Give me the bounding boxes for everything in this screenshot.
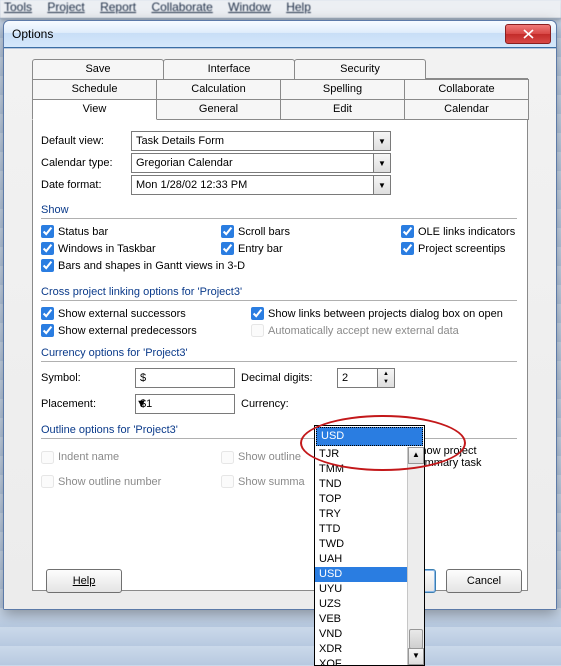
- window-title: Options: [12, 27, 53, 41]
- default-view-label: Default view:: [41, 135, 131, 147]
- tab-view[interactable]: View: [32, 99, 157, 120]
- menu-help[interactable]: Help: [286, 0, 311, 14]
- chk-screentips[interactable]: Project screentips: [401, 242, 517, 255]
- menu-report[interactable]: Report: [100, 0, 136, 14]
- tab-save[interactable]: Save: [32, 59, 164, 79]
- show-header: Show: [41, 204, 517, 216]
- scroll-up-icon[interactable]: ▲: [408, 447, 424, 464]
- chk-auto-accept: Automatically accept new external data: [251, 324, 517, 337]
- chevron-down-icon[interactable]: ▼: [373, 154, 390, 172]
- chk-ext-successors[interactable]: Show external successors: [41, 307, 251, 320]
- menu-collaborate[interactable]: Collaborate: [151, 0, 212, 14]
- chk-indent-name: Indent name: [41, 445, 221, 469]
- chk-status-bar[interactable]: Status bar: [41, 225, 221, 238]
- scroll-down-icon[interactable]: ▼: [408, 648, 424, 665]
- titlebar: Options: [4, 21, 556, 48]
- tab-collaborate[interactable]: Collaborate: [404, 79, 529, 99]
- chk-scroll-bars[interactable]: Scroll bars: [221, 225, 401, 238]
- client-area: Save Interface Security Schedule Calcula…: [4, 48, 556, 609]
- tab-spelling[interactable]: Spelling: [280, 79, 405, 99]
- chk-links-dialog[interactable]: Show links between projects dialog box o…: [251, 307, 517, 320]
- chevron-down-icon[interactable]: ▼: [373, 132, 390, 150]
- tab-calculation[interactable]: Calculation: [156, 79, 281, 99]
- chk-windows-taskbar[interactable]: Windows in Taskbar: [41, 242, 221, 255]
- chk-entry-bar[interactable]: Entry bar: [221, 242, 401, 255]
- tab-content: Default view: Task Details Form ▼ Calend…: [32, 120, 528, 591]
- calendar-type-combo[interactable]: Gregorian Calendar ▼: [131, 153, 391, 173]
- chk-gantt-3d[interactable]: Bars and shapes in Gantt views in 3-D: [41, 259, 517, 272]
- options-dialog: Options Save Interface Security Schedule…: [3, 20, 557, 610]
- outline-header: Outline options for 'Project3': [41, 424, 517, 436]
- chk-outline-number: Show outline number: [41, 475, 221, 488]
- placement-combo[interactable]: $1▼: [135, 394, 235, 414]
- placement-label: Placement:: [41, 398, 129, 410]
- currency-header: Currency options for 'Project3': [41, 347, 517, 359]
- currency-dropdown[interactable]: USD TJR TMM TND TOP TRY TTD TWD UAH USD …: [314, 425, 425, 666]
- symbol-label: Symbol:: [41, 372, 129, 384]
- chevron-down-icon[interactable]: ▼: [136, 398, 147, 410]
- spinner-buttons[interactable]: ▲▼: [377, 369, 394, 387]
- close-button[interactable]: [505, 24, 551, 44]
- digits-spinner[interactable]: 2▲▼: [337, 368, 395, 388]
- currency-selected[interactable]: USD: [316, 427, 423, 446]
- currency-list[interactable]: TJR TMM TND TOP TRY TTD TWD UAH USD UYU …: [315, 447, 424, 665]
- chk-ext-predecessors[interactable]: Show external predecessors: [41, 324, 251, 337]
- digits-label: Decimal digits:: [241, 372, 331, 384]
- date-format-label: Date format:: [41, 179, 131, 191]
- help-button[interactable]: Help: [46, 569, 122, 593]
- tab-edit[interactable]: Edit: [280, 99, 405, 120]
- chevron-down-icon[interactable]: ▼: [373, 176, 390, 194]
- tab-security[interactable]: Security: [294, 59, 426, 79]
- dropdown-scrollbar[interactable]: ▲ ▼: [407, 447, 424, 665]
- tab-interface[interactable]: Interface: [163, 59, 295, 79]
- menu-project[interactable]: Project: [47, 0, 84, 14]
- currency-label: Currency:: [241, 398, 331, 410]
- cross-header: Cross project linking options for 'Proje…: [41, 286, 517, 298]
- menu-window[interactable]: Window: [228, 0, 271, 14]
- date-format-combo[interactable]: Mon 1/28/02 12:33 PM ▼: [131, 175, 391, 195]
- menu-tools[interactable]: Tools: [4, 0, 32, 14]
- tab-calendar[interactable]: Calendar: [404, 99, 529, 120]
- default-view-combo[interactable]: Task Details Form ▼: [131, 131, 391, 151]
- symbol-input[interactable]: $: [135, 368, 235, 388]
- tab-strip: Save Interface Security Schedule Calcula…: [4, 49, 556, 120]
- scroll-thumb[interactable]: [409, 629, 423, 649]
- cancel-button[interactable]: Cancel: [446, 569, 522, 593]
- calendar-type-label: Calendar type:: [41, 157, 131, 169]
- tab-schedule[interactable]: Schedule: [32, 79, 157, 99]
- tab-general[interactable]: General: [156, 99, 281, 120]
- app-menubar: Tools Project Report Collaborate Window …: [0, 0, 561, 19]
- chk-ole-links[interactable]: OLE links indicators: [401, 225, 517, 238]
